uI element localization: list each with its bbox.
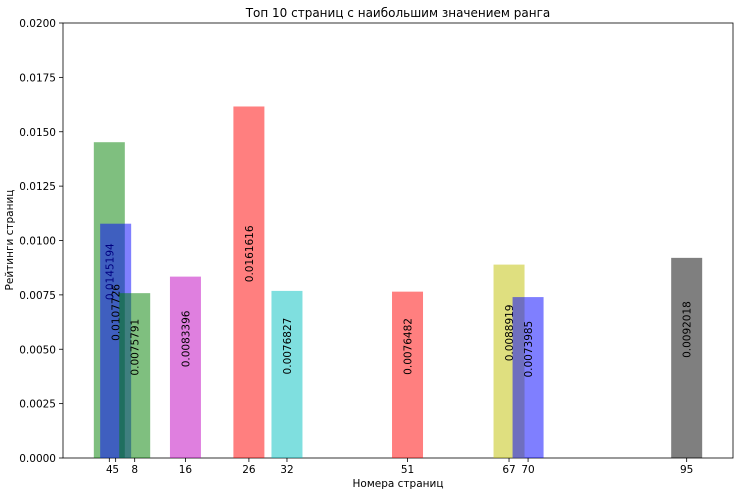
x-tick-label: 4 (106, 464, 113, 476)
y-tick-label: 0.0025 (19, 399, 56, 411)
value-label: 0.0161616 (244, 225, 256, 282)
x-tick-label: 51 (401, 464, 414, 476)
value-label: 0.0092018 (682, 301, 694, 358)
x-tick-label: 32 (280, 464, 293, 476)
bar (671, 257, 703, 458)
x-tick-label: 16 (179, 464, 193, 476)
chart-title: Топ 10 страниц с наибольшим значением ра… (245, 6, 551, 20)
bar (512, 297, 544, 458)
y-tick-label: 0.0100 (19, 236, 56, 248)
bar (119, 293, 151, 458)
x-tick-label: 67 (502, 464, 515, 476)
y-tick-label: 0.0075 (19, 290, 56, 302)
value-label: 0.0083396 (180, 310, 192, 367)
value-label: 0.0073985 (523, 321, 535, 378)
y-tick-label: 0.0000 (19, 453, 56, 465)
value-label: 0.0075791 (130, 319, 142, 376)
value-label: 0.0076482 (403, 318, 415, 375)
x-axis-label: Номера страниц (353, 478, 444, 490)
bar (392, 291, 424, 458)
bar (271, 290, 303, 458)
y-axis-label: Рейтинги страниц (4, 190, 16, 291)
y-tick-label: 0.0175 (19, 72, 56, 84)
y-tick-label: 0.0050 (19, 344, 56, 356)
x-tick-label: 95 (680, 464, 693, 476)
x-tick-label: 8 (131, 464, 138, 476)
bar (233, 106, 265, 458)
y-tick-label: 0.0200 (19, 18, 56, 30)
value-label: 0.0076827 (282, 318, 294, 375)
y-tick-label: 0.0125 (19, 181, 56, 193)
y-tick-label: 0.0150 (19, 127, 56, 139)
bar (169, 276, 201, 458)
x-tick-label: 5 (112, 464, 119, 476)
x-tick-label: 70 (521, 464, 534, 476)
x-tick-label: 26 (242, 464, 256, 476)
